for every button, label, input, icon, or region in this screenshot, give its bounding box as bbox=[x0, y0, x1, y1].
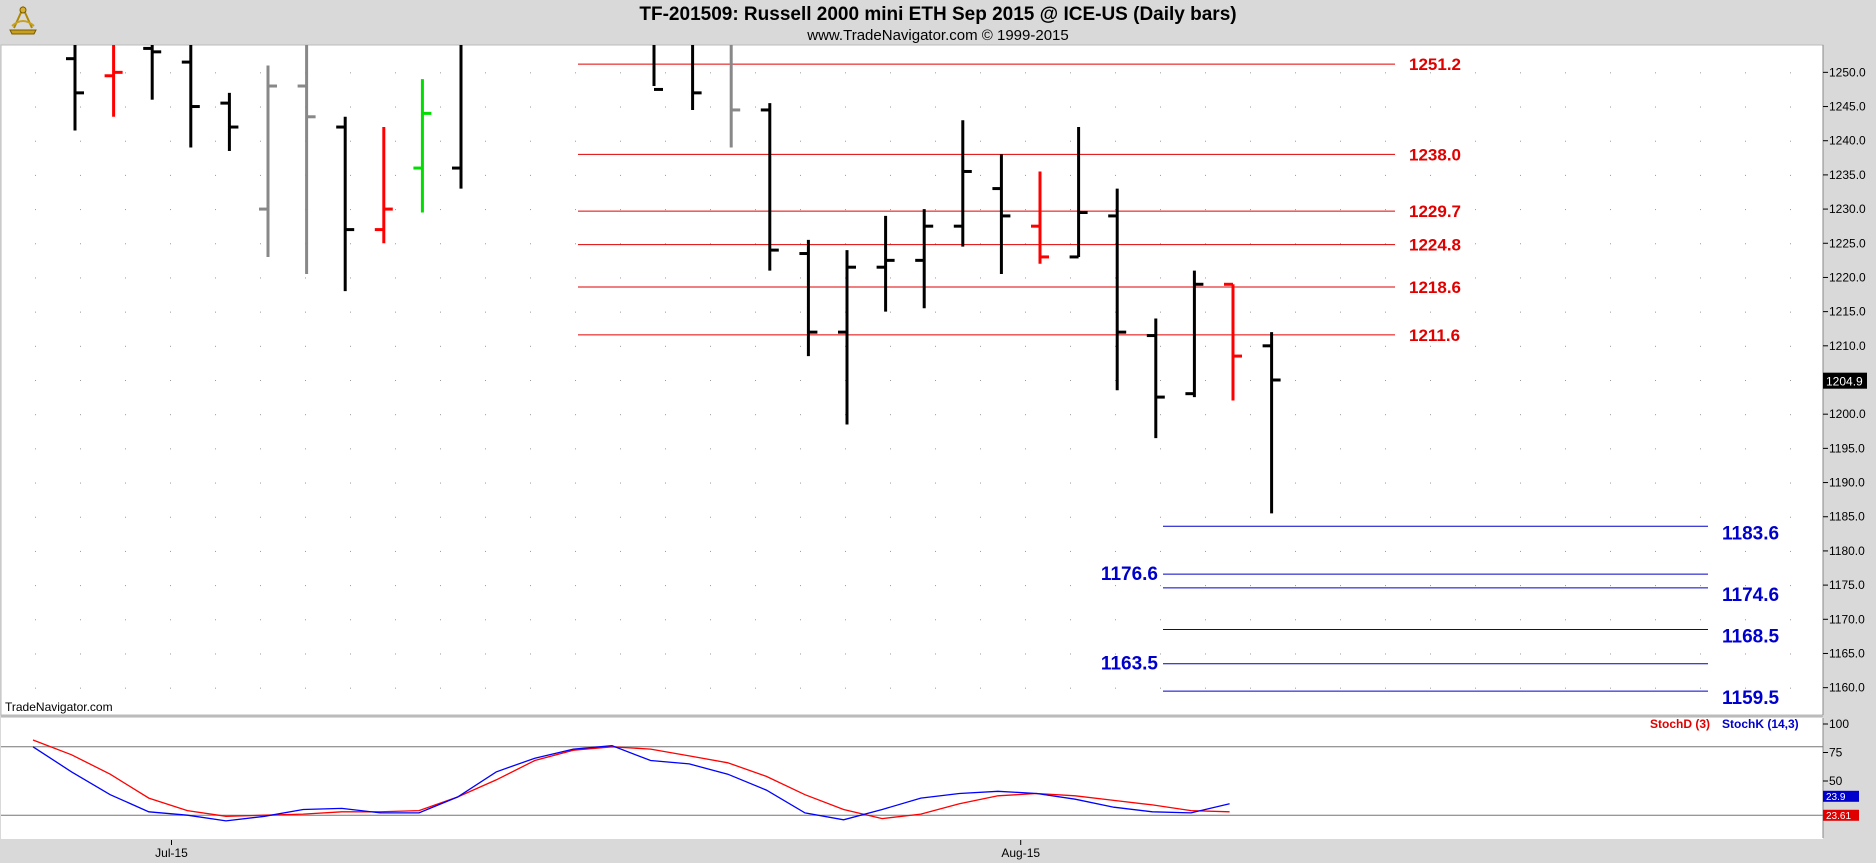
price-tick-label: 1240.0 bbox=[1829, 134, 1866, 148]
price-axis: 1160.0 1165.0 1170.0 1175.0 1180.0 1185.0 1190… bbox=[1822, 45, 1867, 715]
ohlc-bar bbox=[1185, 270, 1204, 398]
price-tick-label: 1185.0 bbox=[1829, 510, 1865, 524]
support-label: 1163.5 bbox=[1101, 654, 1158, 675]
ohlc-bar bbox=[259, 65, 277, 257]
ohlc-bar bbox=[181, 45, 200, 148]
stochd-last-marker bbox=[1823, 809, 1859, 821]
ohlc-bar bbox=[1146, 318, 1165, 439]
ohlc-bar bbox=[992, 154, 1011, 275]
resistance-label: 1238.0 bbox=[1409, 145, 1461, 164]
ohlc-bar bbox=[760, 103, 779, 271]
ohlc-bar bbox=[297, 45, 316, 275]
ohlc-bar bbox=[1031, 171, 1049, 264]
ohlc-bar bbox=[374, 127, 393, 244]
ohlc-bar bbox=[452, 45, 463, 189]
stochastic-panel-background bbox=[1, 718, 1823, 839]
resistance-label: 1251.2 bbox=[1409, 55, 1461, 74]
price-tick-label: 1210.0 bbox=[1829, 339, 1866, 353]
price-tick-label: 1225.0 bbox=[1829, 236, 1866, 250]
price-bars bbox=[66, 45, 1281, 514]
ohlc-bar bbox=[652, 45, 663, 91]
legend-stochk: StochK (14,3) bbox=[1722, 717, 1799, 731]
stochd-line bbox=[32, 739, 1230, 820]
price-tick-label: 1220.0 bbox=[1829, 270, 1866, 284]
last-price-label: 1204.9 bbox=[1826, 375, 1863, 389]
chart-title: TF-201509: Russell 2000 mini ETH Sep 201… bbox=[639, 4, 1236, 25]
ohlc-bar bbox=[336, 116, 355, 292]
sextant-logo-icon bbox=[9, 5, 37, 35]
legend-stochd: StochD (3) bbox=[1650, 717, 1710, 731]
price-tick-label: 1195.0 bbox=[1829, 441, 1865, 455]
stoch-tick-label: 50 bbox=[1829, 774, 1843, 788]
ohlc-bar bbox=[915, 209, 934, 309]
price-tick-label: 1215.0 bbox=[1829, 305, 1866, 319]
support-label: 1176.6 bbox=[1101, 564, 1158, 585]
resistance-label: 1211.6 bbox=[1409, 326, 1460, 345]
resistance-label: 1229.7 bbox=[1409, 202, 1461, 221]
ohlc-bar bbox=[220, 92, 239, 151]
stochd-last-label: 23.61 bbox=[1826, 811, 1851, 822]
time-tick-label: Jul-15 bbox=[155, 846, 188, 860]
price-tick-label: 1250.0 bbox=[1829, 65, 1866, 79]
stochk-last-label: 23.9 bbox=[1826, 792, 1846, 803]
support-label: 1174.6 bbox=[1722, 585, 1779, 606]
support-label: 1183.6 bbox=[1722, 523, 1779, 544]
price-tick-label: 1235.0 bbox=[1829, 168, 1866, 182]
ohlc-bar bbox=[1069, 127, 1088, 259]
support-label: 1159.5 bbox=[1722, 688, 1779, 709]
price-tick-label: 1245.0 bbox=[1829, 100, 1866, 114]
ohlc-bar bbox=[143, 45, 162, 100]
price-tick-label: 1200.0 bbox=[1829, 407, 1866, 421]
stochk-last-marker bbox=[1823, 790, 1859, 802]
chart-subtitle: www.TradeNavigator.com © 1999-2015 bbox=[806, 27, 1068, 44]
watermark-text: TradeNavigator.com bbox=[5, 700, 113, 714]
ohlc-bar bbox=[691, 45, 702, 110]
stochk-line bbox=[32, 745, 1230, 822]
price-tick-label: 1170.0 bbox=[1829, 612, 1865, 626]
price-tick-label: 1165.0 bbox=[1829, 646, 1865, 660]
price-tick-label: 1160.0 bbox=[1829, 681, 1865, 695]
grid-dots bbox=[35, 72, 1791, 689]
ohlc-bar bbox=[876, 215, 895, 312]
stochastic-panel: 50 75 100 23.9 23.61 bbox=[1, 717, 1859, 838]
ohlc-bar bbox=[1108, 188, 1127, 391]
ohlc-bar bbox=[66, 45, 84, 131]
stoch-tick-label: 100 bbox=[1829, 717, 1849, 731]
price-panel-background bbox=[1, 45, 1823, 715]
ohlc-bar bbox=[1262, 332, 1281, 514]
price-levels: 1251.2 1238.0 1229.7 1224.8 1218.6 1211.6 1183… bbox=[578, 55, 1779, 709]
stoch-tick-label: 75 bbox=[1829, 746, 1843, 760]
ohlc-bar bbox=[838, 250, 856, 425]
price-tick-label: 1190.0 bbox=[1829, 476, 1865, 490]
ohlc-bar bbox=[1224, 282, 1242, 401]
resistance-label: 1218.6 bbox=[1409, 278, 1461, 297]
price-tick-label: 1175.0 bbox=[1829, 578, 1865, 592]
support-label: 1168.5 bbox=[1722, 627, 1779, 648]
time-tick-label: Aug-15 bbox=[1001, 846, 1040, 860]
time-axis: Jul-15 Aug-15 bbox=[155, 840, 1040, 860]
ohlc-bar bbox=[799, 239, 818, 357]
resistance-label: 1224.8 bbox=[1409, 236, 1461, 255]
ohlc-bar bbox=[413, 79, 432, 213]
ohlc-bar bbox=[104, 45, 123, 117]
last-price-marker bbox=[1823, 372, 1867, 389]
price-tick-label: 1230.0 bbox=[1829, 202, 1866, 216]
ohlc-bar bbox=[729, 45, 741, 148]
price-tick-label: 1180.0 bbox=[1829, 544, 1865, 558]
ohlc-bar bbox=[953, 120, 972, 247]
